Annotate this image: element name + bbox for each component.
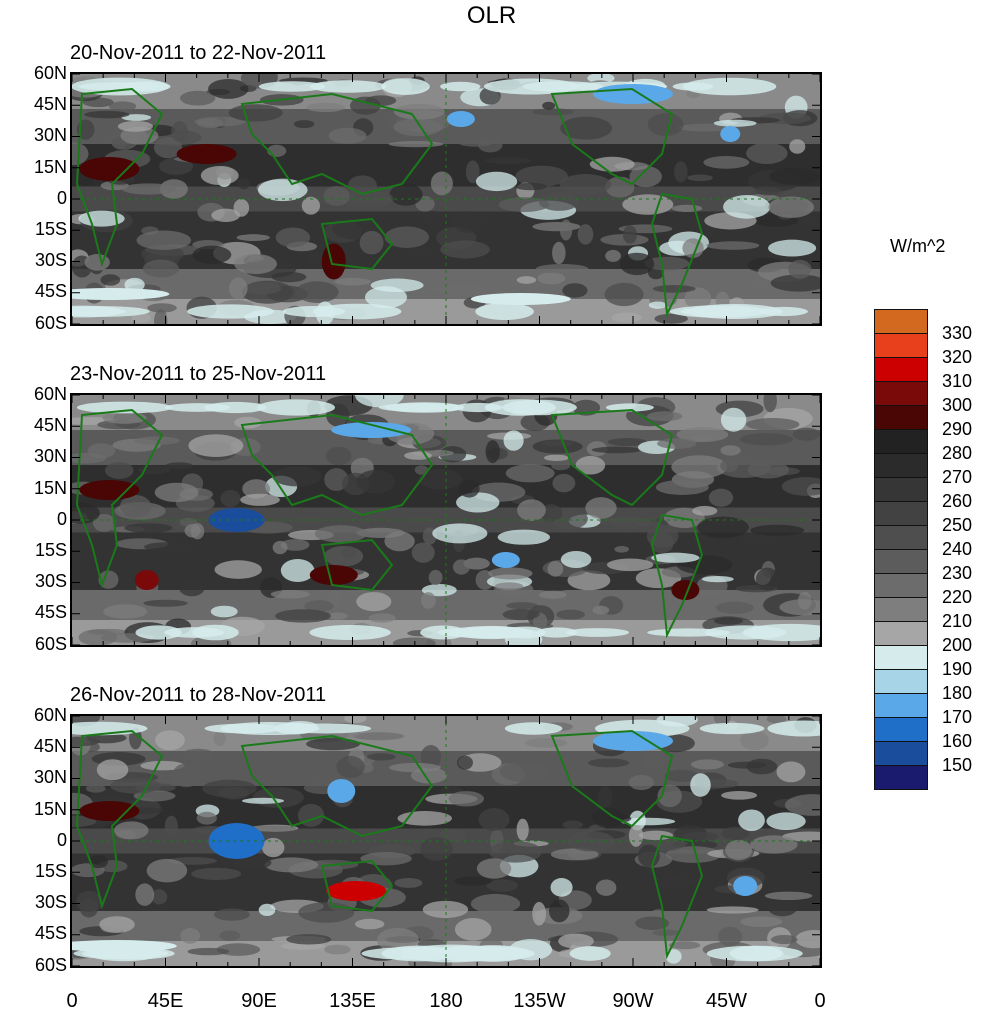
colorbar-swatch [874, 717, 928, 742]
colorbar-level-label: 170 [942, 707, 973, 727]
colorbar-level-label: 310 [942, 371, 973, 391]
colorbar-swatch [874, 405, 928, 430]
lat-label: 15S [34, 861, 67, 881]
lat-label: 60N [33, 384, 67, 404]
colorbar-level-label: 320 [942, 347, 973, 367]
colorbar-level-label: 330 [942, 323, 973, 343]
lat-label: 15S [34, 219, 67, 239]
olr-field [72, 716, 820, 966]
colorbar-swatch [874, 621, 928, 646]
lon-label: 135W [513, 990, 566, 1012]
figure-title: OLR [466, 2, 517, 29]
lat-label: 0 [56, 187, 67, 208]
colorbar-swatch [874, 597, 928, 622]
lat-label: 30N [33, 446, 67, 467]
lat-label: 30S [34, 892, 67, 913]
lat-label: 45S [34, 602, 67, 623]
lon-label: 0 [814, 990, 826, 1012]
colorbar-swatch [874, 333, 928, 358]
lat-label: 60N [33, 63, 67, 83]
colorbar-level-label: 300 [942, 395, 973, 415]
colorbar-level-label: 180 [942, 683, 973, 703]
colorbar-swatch [874, 429, 928, 454]
lon-label: 135E [329, 990, 376, 1012]
panel-1-title: 20-Nov-2011 to 22-Nov-2011 [70, 42, 327, 64]
lon-label: 45E [147, 990, 184, 1012]
lon-label: 45W [705, 990, 748, 1012]
colorbar-swatch [874, 765, 928, 790]
colorbar-swatch [874, 357, 928, 382]
colorbar-swatch [874, 501, 928, 526]
olr-field [72, 74, 820, 324]
colorbar-swatch [874, 381, 928, 406]
colorbar-swatch [874, 693, 928, 718]
colorbar-swatch [874, 525, 928, 550]
map-panel-3 [70, 714, 822, 968]
colorbar-level-label: 230 [942, 563, 973, 583]
lat-label: 15S [34, 540, 67, 560]
lat-label: 45S [34, 281, 67, 302]
colorbar-swatch [874, 453, 928, 478]
colorbar-swatch [874, 669, 928, 694]
colorbar-level-label: 190 [942, 659, 973, 679]
colorbar-level-label: 260 [942, 491, 973, 511]
lat-label: 45N [33, 415, 67, 436]
lat-label: 30N [33, 125, 67, 146]
colorbar-level-label: 280 [942, 443, 973, 463]
colorbar-swatch [874, 477, 928, 502]
lat-label: 30S [34, 571, 67, 592]
colorbar-level-label: 240 [942, 539, 973, 559]
lon-label: 90E [241, 990, 277, 1012]
colorbar-level-label: 200 [942, 635, 973, 655]
olr-field [72, 395, 820, 645]
colorbar-level-label: 210 [942, 611, 973, 631]
colorbar-swatch [874, 741, 928, 766]
lat-label: 45N [33, 94, 67, 115]
colorbar-swatch [874, 573, 928, 598]
panel-2-title: 23-Nov-2011 to 25-Nov-2011 [70, 363, 327, 385]
map-panel-2 [70, 393, 822, 647]
lat-label: 15N [33, 156, 67, 177]
lat-label: 0 [56, 829, 67, 850]
lat-label: 60S [34, 312, 67, 333]
lon-label: 180 [429, 990, 463, 1012]
lat-label: 60S [34, 954, 67, 975]
lat-label: 30S [34, 250, 67, 271]
panel-3-title: 26-Nov-2011 to 28-Nov-2011 [70, 684, 327, 706]
colorbar-swatch [874, 309, 928, 334]
lat-label: 45S [34, 923, 67, 944]
lat-label: 45N [33, 736, 67, 757]
lat-label: 0 [56, 508, 67, 529]
lon-label: 90W [612, 990, 654, 1012]
colorbar [874, 309, 928, 790]
colorbar-swatch [874, 645, 928, 670]
colorbar-level-label: 160 [942, 731, 973, 751]
lat-label: 15N [33, 477, 67, 498]
lat-label: 60S [34, 633, 67, 654]
colorbar-swatch [874, 549, 928, 574]
lat-label: 15N [33, 798, 67, 819]
colorbar-level-label: 150 [942, 755, 973, 775]
colorbar-level-label: 250 [942, 515, 973, 535]
colorbar-level-label: 290 [942, 419, 973, 439]
units-label: W/m^2 [890, 236, 946, 256]
colorbar-level-label: 270 [942, 467, 973, 487]
lat-label: 60N [33, 705, 67, 725]
lon-label: 0 [66, 990, 78, 1012]
map-panel-1 [70, 72, 822, 326]
lat-label: 30N [33, 767, 67, 788]
colorbar-level-label: 220 [942, 587, 973, 607]
